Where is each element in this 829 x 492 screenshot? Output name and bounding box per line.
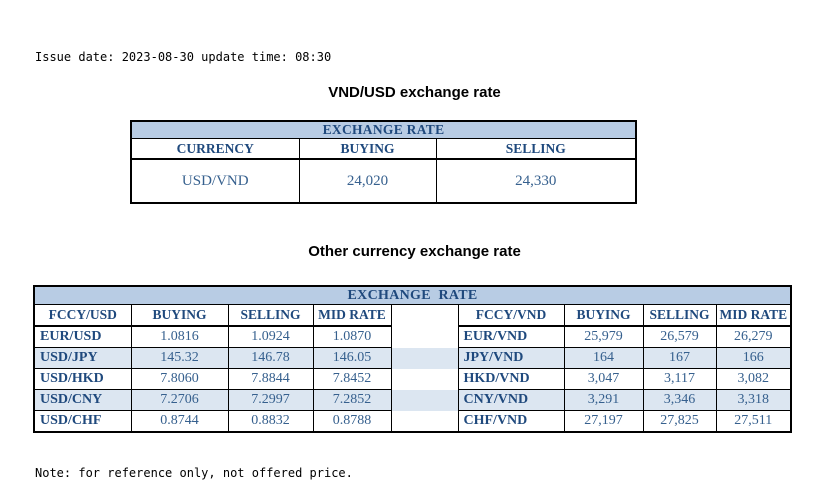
gap-column-cell: [390, 410, 459, 432]
gap-column-cell: [390, 347, 459, 369]
table-row: USD/VND 24,020 24,330: [130, 158, 637, 204]
table2-col-fccy-vnd: FCCY/VND: [457, 304, 565, 327]
midrate-cell: 0.8788: [312, 410, 392, 433]
selling-cell: 1.0924: [227, 325, 314, 348]
buying-cell: 164: [563, 347, 644, 369]
selling-cell: 167: [642, 347, 717, 369]
pair-cell: USD/HKD: [33, 368, 132, 390]
table-row: USD/JPY 145.32 146.78 146.05 JPY/VND 164…: [33, 347, 792, 369]
buying-cell: 7.2706: [130, 389, 229, 411]
buying-cell: 1.0816: [130, 325, 229, 348]
buying-cell: 27,197: [563, 410, 644, 433]
other-currency-exchange-table: EXCHANGE RATE FCCY/USD BUYING SELLING MI…: [33, 285, 793, 433]
table2-columns-row: FCCY/USD BUYING SELLING MID RATE FCCY/VN…: [33, 304, 792, 327]
table2-col-fccy-usd: FCCY/USD: [33, 304, 132, 327]
buying-cell: 3,291: [563, 389, 644, 411]
table1-col-selling: SELLING: [435, 138, 637, 160]
gap-column-cell: [390, 304, 459, 326]
pair-cell: HKD/VND: [457, 368, 565, 390]
buying-cell: 7.8060: [130, 368, 229, 390]
midrate-cell: 166: [715, 347, 792, 369]
midrate-cell: 27,511: [715, 410, 792, 433]
table-row: USD/CHF 0.8744 0.8832 0.8788 CHF/VND 27,…: [33, 410, 792, 433]
pair-cell: JPY/VND: [457, 347, 565, 369]
pair-cell: CHF/VND: [457, 410, 565, 433]
selling-cell: 27,825: [642, 410, 717, 433]
vnd-usd-table-title: VND/USD exchange rate: [328, 84, 501, 101]
midrate-cell: 7.2852: [312, 389, 392, 411]
selling-cell: 3,346: [642, 389, 717, 411]
gap-column-cell: [390, 326, 459, 348]
table2-col-buying-right: BUYING: [563, 304, 644, 327]
buying-cell: 0.8744: [130, 410, 229, 433]
table-row: USD/CNY 7.2706 7.2997 7.2852 CNY/VND 3,2…: [33, 389, 792, 411]
issue-date-line: Issue date: 2023-08-30 update time: 08:3…: [35, 50, 332, 64]
midrate-cell: 3,082: [715, 368, 792, 390]
pair-cell: EUR/USD: [33, 325, 132, 348]
note-line: Note: for reference only, not offered pr…: [35, 466, 353, 480]
table-row: EUR/USD 1.0816 1.0924 1.0870 EUR/VND 25,…: [33, 325, 792, 348]
table1-col-currency: CURRENCY: [130, 138, 300, 160]
table1-selling-cell: 24,330: [435, 158, 637, 204]
selling-cell: 3,117: [642, 368, 717, 390]
table1-header-row: EXCHANGE RATE: [130, 120, 637, 139]
gap-column-cell: [390, 389, 459, 411]
midrate-cell: 1.0870: [312, 325, 392, 348]
pair-cell: USD/CNY: [33, 389, 132, 411]
selling-cell: 146.78: [227, 347, 314, 369]
midrate-cell: 26,279: [715, 325, 792, 348]
vnd-usd-exchange-table: EXCHANGE RATE CURRENCY BUYING SELLING US…: [130, 120, 637, 204]
table1-columns-row: CURRENCY BUYING SELLING: [130, 138, 637, 160]
midrate-cell: 146.05: [312, 347, 392, 369]
buying-cell: 145.32: [130, 347, 229, 369]
buying-cell: 25,979: [563, 325, 644, 348]
table1-col-buying: BUYING: [298, 138, 437, 160]
gap-column-cell: [390, 368, 459, 390]
selling-cell: 0.8832: [227, 410, 314, 433]
table2-header-row: EXCHANGE RATE: [33, 285, 792, 305]
table2-col-selling-right: SELLING: [642, 304, 717, 327]
table1-currency-cell: USD/VND: [130, 158, 300, 204]
table2-col-midrate-left: MID RATE: [312, 304, 392, 327]
pair-cell: EUR/VND: [457, 325, 565, 348]
pair-cell: CNY/VND: [457, 389, 565, 411]
selling-cell: 7.8844: [227, 368, 314, 390]
table-row: USD/HKD 7.8060 7.8844 7.8452 HKD/VND 3,0…: [33, 368, 792, 390]
selling-cell: 7.2997: [227, 389, 314, 411]
selling-cell: 26,579: [642, 325, 717, 348]
pair-cell: USD/JPY: [33, 347, 132, 369]
table2-header-label: EXCHANGE RATE: [33, 285, 792, 305]
buying-cell: 3,047: [563, 368, 644, 390]
midrate-cell: 7.8452: [312, 368, 392, 390]
table2-col-selling-left: SELLING: [227, 304, 314, 327]
pair-cell: USD/CHF: [33, 410, 132, 433]
midrate-cell: 3,318: [715, 389, 792, 411]
table2-col-buying-left: BUYING: [130, 304, 229, 327]
other-currency-table-title: Other currency exchange rate: [308, 243, 521, 260]
table2-col-midrate-right: MID RATE: [715, 304, 792, 327]
table1-header-label: EXCHANGE RATE: [130, 120, 637, 139]
table1-buying-cell: 24,020: [298, 158, 437, 204]
